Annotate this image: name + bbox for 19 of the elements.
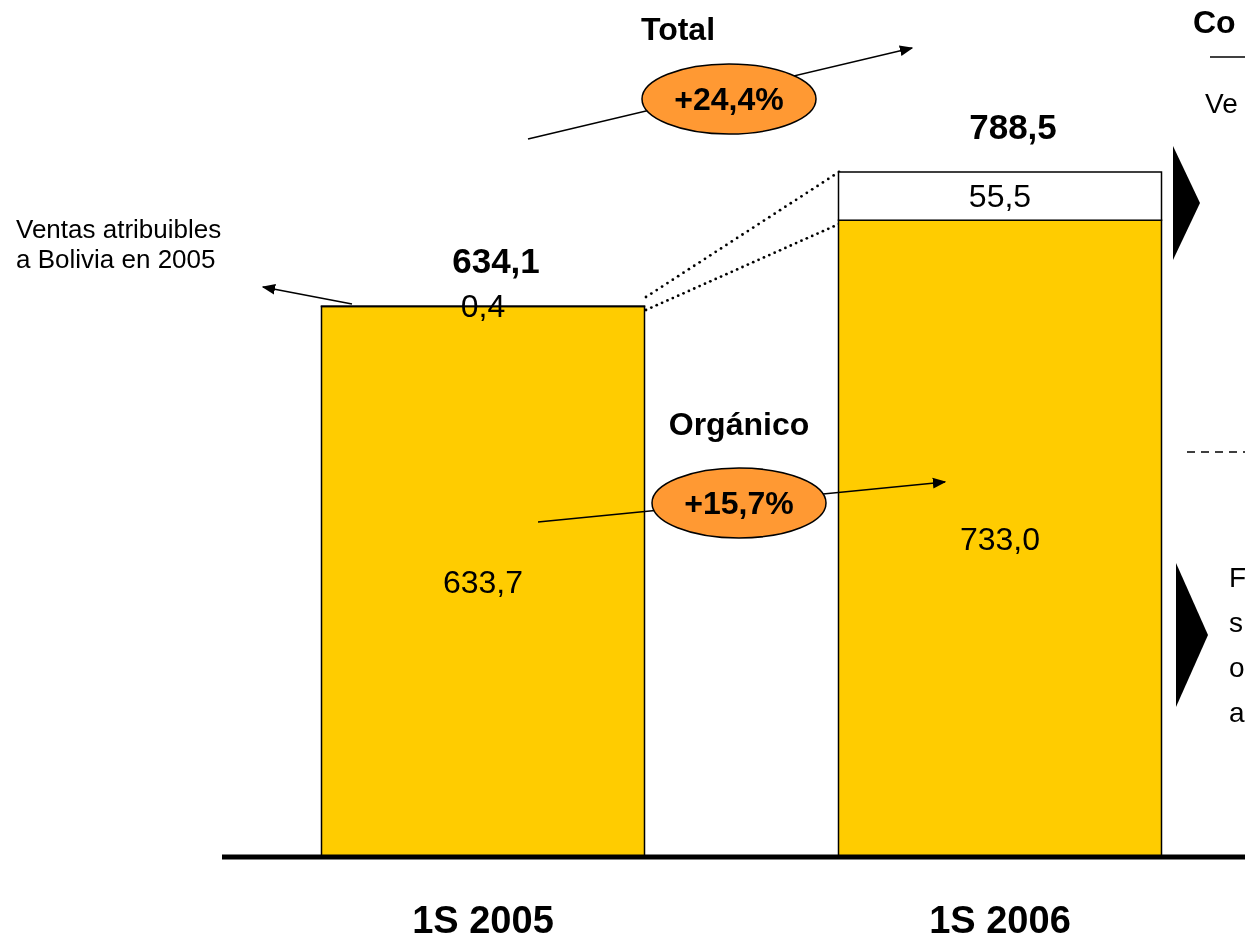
annotation: +15,7% — [684, 485, 794, 521]
data-label: 733,0 — [959, 520, 1041, 557]
x-tick-label: 1S 2005 — [412, 899, 554, 936]
data-label: 0,4 — [460, 288, 506, 325]
data-label: 633,7 — [442, 563, 524, 600]
annotation: Orgánico — [668, 406, 810, 442]
text: Ve — [1205, 88, 1238, 119]
annotation: F — [1229, 562, 1245, 593]
total-label: 788,5 — [969, 107, 1057, 146]
annotation: s — [1229, 607, 1243, 638]
data-label: 55,5 — [968, 178, 1032, 215]
text: Co — [1193, 4, 1236, 40]
x-tick-label: 1S 2006 — [929, 899, 1071, 936]
text: +24,4% — [674, 81, 784, 117]
text: Ventas atribuibles a Bolivia en 2005 — [16, 214, 222, 274]
total-label: 634,1 — [452, 241, 540, 281]
annotation: o — [1229, 652, 1245, 683]
text: Total — [640, 11, 716, 47]
annotation: a — [1229, 697, 1245, 728]
